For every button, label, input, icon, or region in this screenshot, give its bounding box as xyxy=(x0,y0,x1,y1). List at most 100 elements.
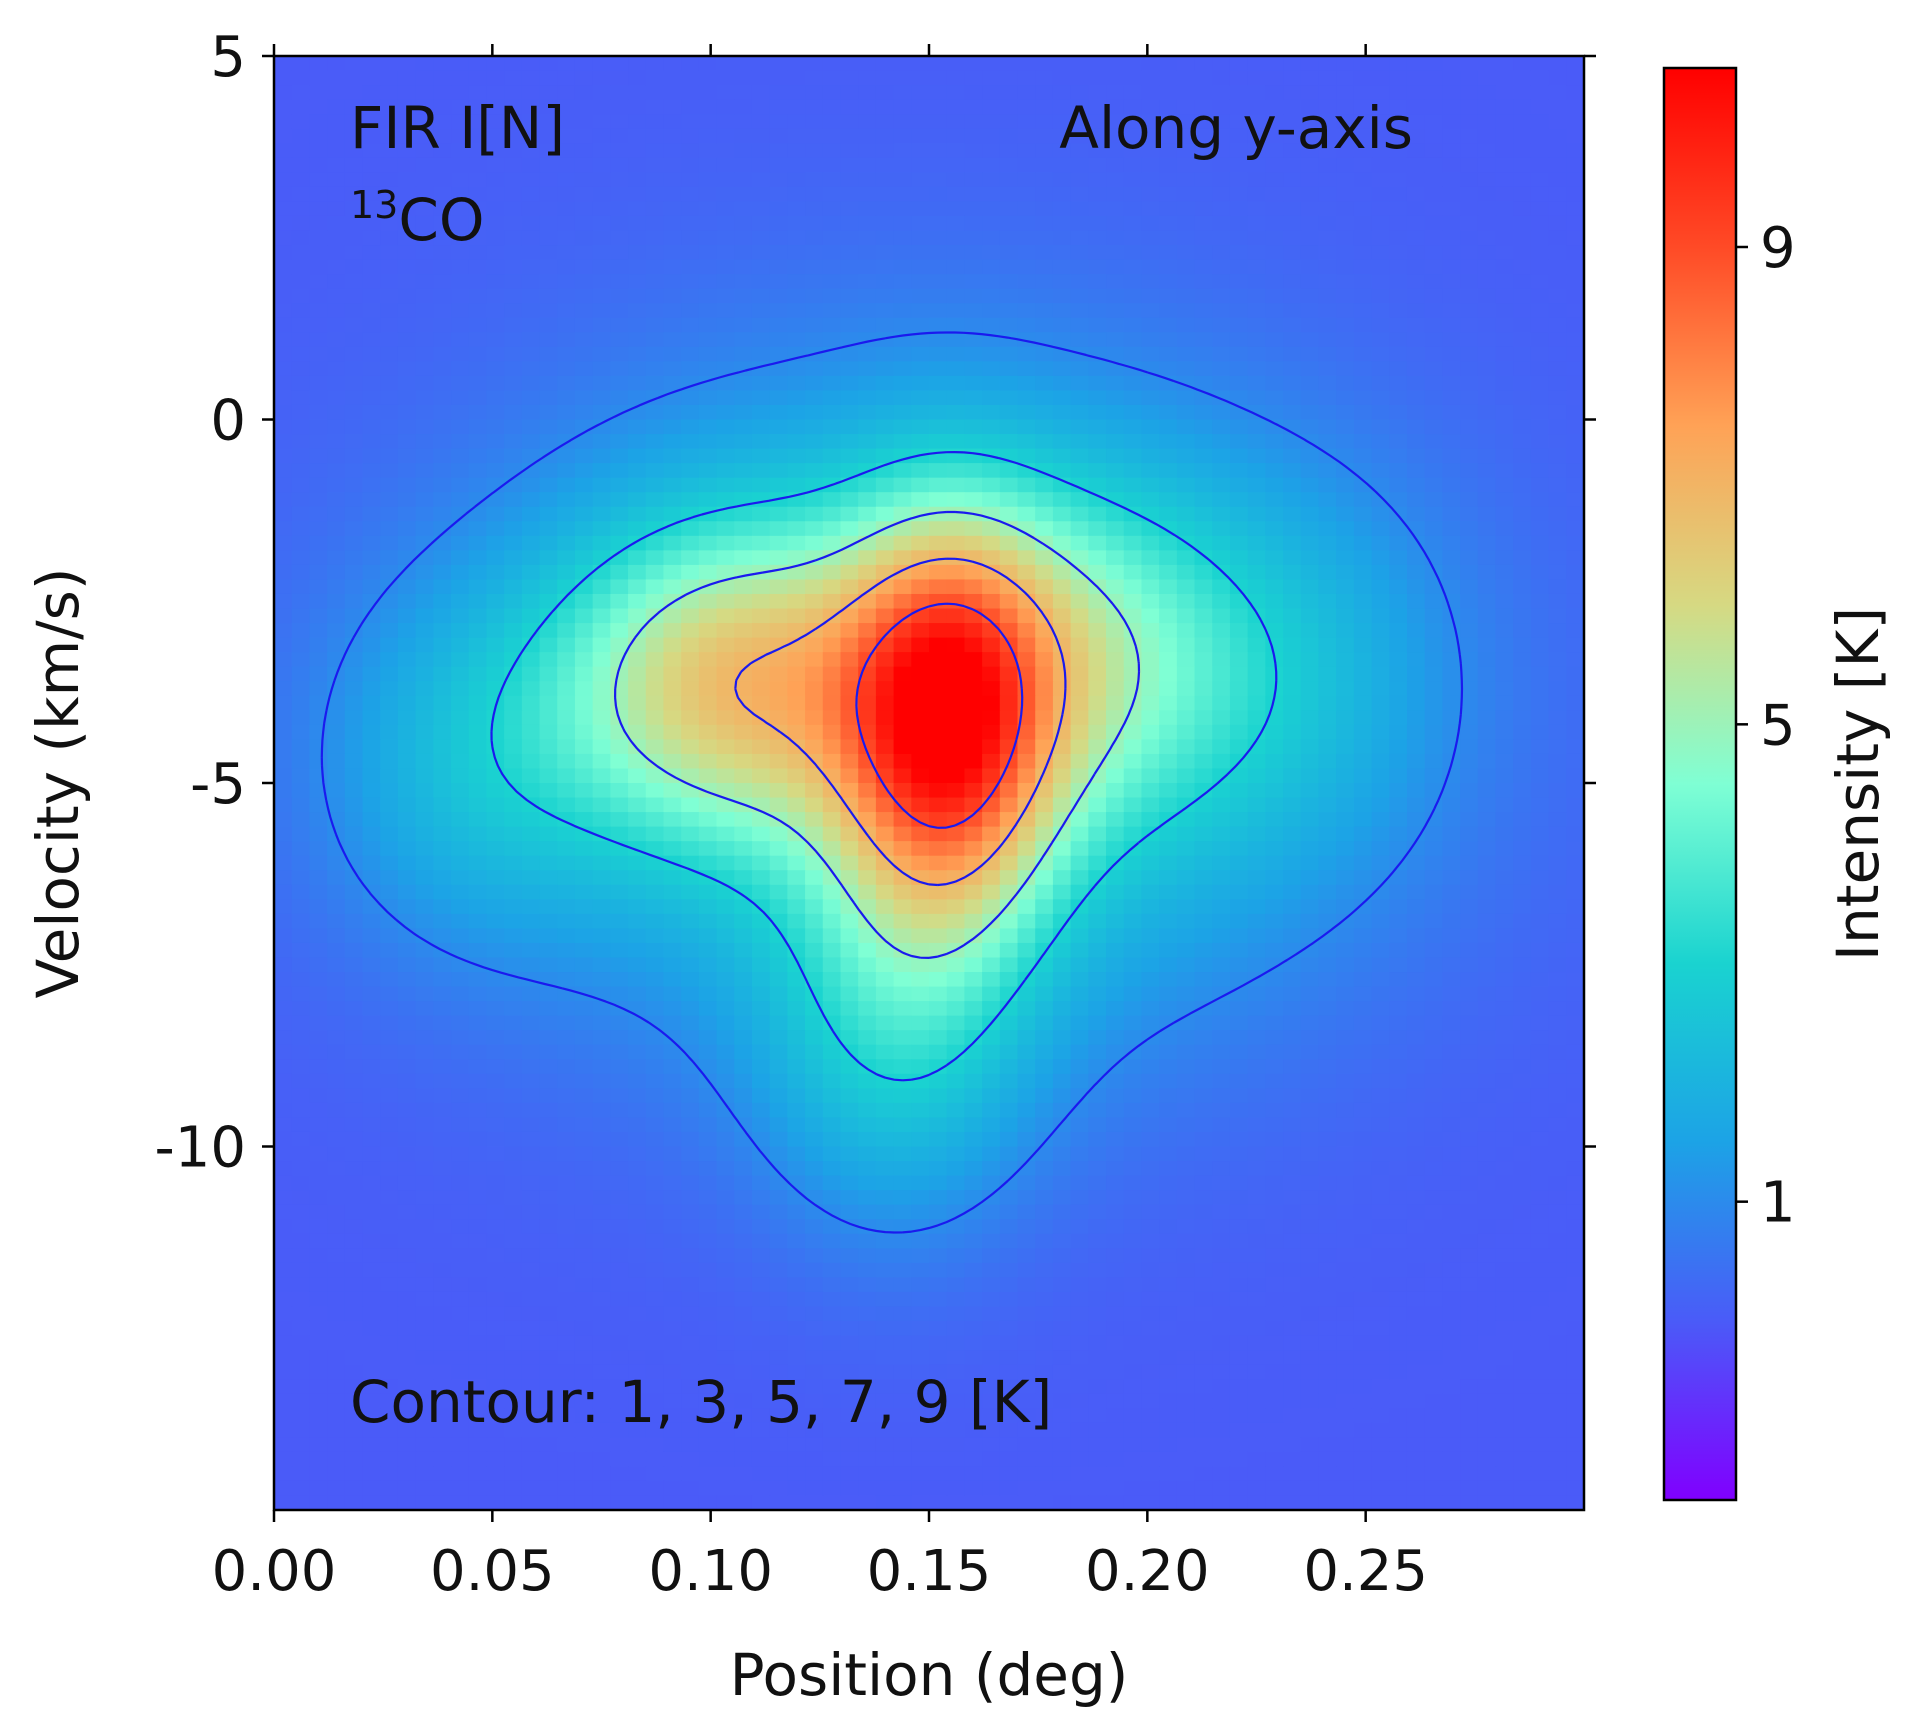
heatmap-cell xyxy=(822,172,842,188)
heatmap-cell xyxy=(1406,710,1426,726)
heatmap-cell xyxy=(557,550,576,566)
heatmap-cell xyxy=(929,157,948,173)
heatmap-cell xyxy=(397,957,417,973)
heatmap-cell xyxy=(592,317,611,333)
heatmap-cell xyxy=(486,710,505,726)
heatmap-cell xyxy=(1477,637,1497,653)
heatmap-cell xyxy=(610,986,629,1002)
heatmap-cell xyxy=(451,724,470,740)
heatmap-cell xyxy=(344,463,364,479)
heatmap-cell xyxy=(1566,913,1585,929)
heatmap-cell xyxy=(1088,623,1107,639)
heatmap-cell xyxy=(592,56,611,72)
heatmap-cell xyxy=(734,928,753,944)
heatmap-cell xyxy=(1106,972,1125,988)
heatmap-cell xyxy=(982,274,1001,290)
heatmap-cell xyxy=(893,652,912,668)
heatmap-cell xyxy=(1300,85,1320,101)
heatmap-cell xyxy=(1106,317,1125,333)
heatmap-cell xyxy=(1371,506,1390,522)
heatmap-cell xyxy=(539,85,558,101)
heatmap-cell xyxy=(291,783,310,799)
heatmap-cell xyxy=(1513,172,1532,188)
heatmap-cell xyxy=(734,608,753,624)
heatmap-cell xyxy=(610,884,629,900)
heatmap-cell xyxy=(1088,986,1107,1002)
heatmap-cell xyxy=(504,448,523,464)
heatmap-cell xyxy=(291,753,310,770)
heatmap-cell xyxy=(787,56,806,72)
heatmap-cell xyxy=(982,753,1001,770)
heatmap-cell xyxy=(291,201,310,217)
heatmap-cell xyxy=(982,375,1001,392)
heatmap-cell xyxy=(574,579,594,595)
heatmap-cell xyxy=(1548,797,1567,813)
heatmap-cell xyxy=(1336,463,1355,479)
heatmap-cell xyxy=(645,404,665,421)
heatmap-cell xyxy=(1513,695,1532,711)
heatmap-cell xyxy=(1477,623,1497,639)
heatmap-cell xyxy=(610,303,629,319)
heatmap-cell xyxy=(1548,593,1567,610)
heatmap-cell xyxy=(1141,768,1160,784)
heatmap-cell xyxy=(946,404,965,421)
heatmap-cell xyxy=(521,753,541,770)
heatmap-cell xyxy=(716,317,735,333)
heatmap-cell xyxy=(504,419,523,435)
heatmap-cell xyxy=(628,506,647,522)
heatmap-cell xyxy=(1141,681,1160,697)
heatmap-cell xyxy=(274,434,293,450)
heatmap-cell xyxy=(893,724,912,740)
heatmap-cell xyxy=(663,245,682,261)
heatmap-cell xyxy=(504,230,523,246)
heatmap-cell xyxy=(397,564,417,581)
heatmap-cell xyxy=(681,157,700,173)
heatmap-cell xyxy=(1159,259,1178,275)
heatmap-cell xyxy=(1176,783,1196,799)
heatmap-cell xyxy=(1283,724,1302,740)
heatmap-cell xyxy=(539,870,558,886)
heatmap-cell xyxy=(751,972,771,988)
heatmap-cell xyxy=(663,85,682,101)
heatmap-cell xyxy=(911,99,930,115)
heatmap-cell xyxy=(274,375,293,392)
heatmap-cell xyxy=(362,783,381,799)
heatmap-cell xyxy=(1389,550,1408,566)
heatmap-cell xyxy=(274,593,293,610)
heatmap-cell xyxy=(858,56,877,72)
heatmap-cell xyxy=(1176,681,1196,697)
heatmap-cell xyxy=(840,492,859,508)
heatmap-cell xyxy=(1088,739,1107,755)
heatmap-cell xyxy=(1106,710,1125,726)
heatmap-cell xyxy=(468,695,488,711)
heatmap-cell xyxy=(645,215,665,232)
heatmap-cell xyxy=(999,492,1019,508)
heatmap-cell xyxy=(929,1001,948,1017)
heatmap-cell xyxy=(769,259,788,275)
heatmap-cell xyxy=(1389,477,1408,493)
heatmap-cell xyxy=(1247,826,1266,842)
heatmap-cell xyxy=(1052,332,1072,348)
heatmap-cell xyxy=(504,855,523,871)
heatmap-cell xyxy=(1424,448,1443,464)
heatmap-cell xyxy=(1406,230,1426,246)
heatmap-cell xyxy=(1017,841,1036,857)
heatmap-cell xyxy=(822,85,842,101)
heatmap-cell xyxy=(521,477,541,493)
heatmap-cell xyxy=(858,215,877,232)
heatmap-cell xyxy=(1513,521,1532,537)
heatmap-cell xyxy=(1371,681,1390,697)
heatmap-cell xyxy=(309,143,328,159)
heatmap-cell xyxy=(1460,797,1479,813)
heatmap-cell xyxy=(1052,448,1072,464)
heatmap-cell xyxy=(344,870,364,886)
heatmap-cell xyxy=(663,535,682,551)
heatmap-cell xyxy=(698,186,718,202)
heatmap-cell xyxy=(1052,259,1072,275)
heatmap-cell xyxy=(698,957,718,973)
heatmap-cell xyxy=(1123,797,1143,813)
heatmap-cell xyxy=(1176,419,1196,435)
heatmap-cell xyxy=(964,375,983,392)
heatmap-cell xyxy=(982,201,1001,217)
heatmap-cell xyxy=(451,506,470,522)
